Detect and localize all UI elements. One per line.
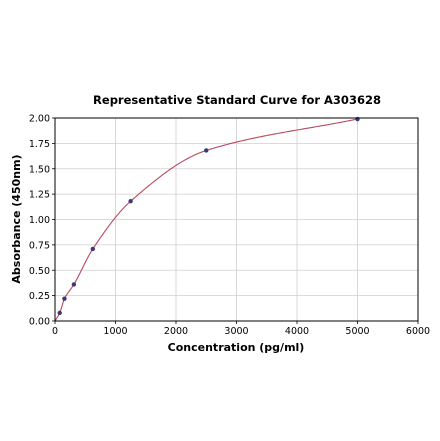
x-axis-label: Concentration (pg/ml) [168,341,305,354]
y-tick-label: 1.50 [29,164,50,175]
data-point [355,116,360,122]
x-tick-label: 3000 [224,326,248,337]
y-tick-label: 2.00 [29,114,50,125]
x-tick-label: 1000 [103,326,127,337]
data-point [204,148,209,153]
y-tick-label: 0.75 [29,240,50,251]
x-axis-ticks: 0 1000 2000 3000 4000 5000 6000 [52,321,430,337]
data-point [62,296,67,301]
y-tick-label: 0.25 [29,291,50,302]
data-point [57,310,62,316]
y-tick-label: 1.00 [29,215,50,226]
grid-lines [54,117,419,322]
x-tick-label: 0 [52,326,58,337]
data-points [57,116,360,316]
data-point [90,246,96,252]
data-point [128,199,133,204]
data-point [71,282,77,287]
y-tick-label: 0.50 [29,266,50,277]
y-tick-label: 1.25 [29,190,50,201]
y-tick-label: 0.00 [29,317,50,328]
x-tick-label: 2000 [164,326,188,337]
x-tick-label: 4000 [285,326,309,337]
y-axis-label: Absorbance (450nm) [10,154,23,283]
chart-title: Representative Standard Curve for A30362… [93,93,381,107]
y-axis-ticks: 0.00 0.25 0.50 0.75 1.00 1.25 1.50 1.75 2.00 [29,114,55,328]
x-tick-label: 6000 [406,326,430,337]
x-tick-label: 5000 [345,326,369,337]
y-tick-label: 1.75 [29,139,50,150]
